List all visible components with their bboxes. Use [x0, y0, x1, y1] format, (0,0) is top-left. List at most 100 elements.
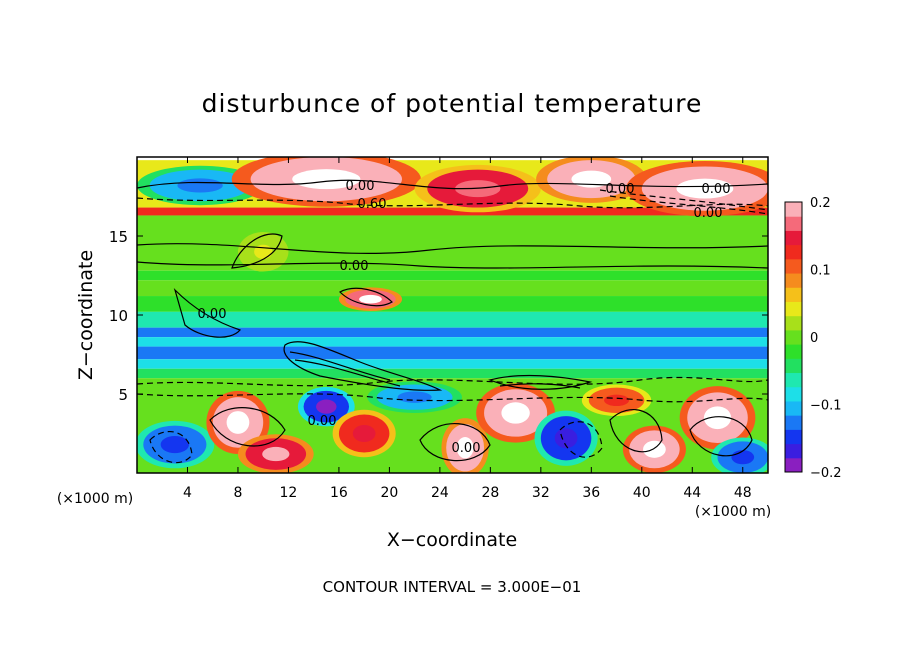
contour-line	[609, 195, 768, 215]
heat-blob-core	[316, 399, 337, 414]
x-tick-label: 40	[633, 485, 651, 501]
x-tick-label: 4	[183, 485, 192, 501]
heat-blob-core	[352, 424, 376, 443]
heat-blob-core	[676, 178, 734, 199]
heat-blob-core	[292, 169, 361, 190]
contour-line	[289, 351, 391, 381]
colorbar-swatch	[785, 230, 802, 246]
blob-layer	[137, 157, 768, 473]
heat-blob-core	[456, 437, 474, 459]
heat-blob-core	[160, 436, 190, 454]
contour-label: 0.00	[198, 307, 227, 322]
contour-line	[599, 189, 768, 211]
contour-line	[339, 287, 393, 307]
contour-line	[283, 341, 443, 391]
colorbar-frame	[784, 201, 803, 473]
heat-blob-core	[731, 450, 755, 465]
heat-blob-core	[703, 406, 732, 430]
contour-line	[488, 374, 593, 390]
colorbar-swatch	[785, 457, 802, 473]
x-tick-label: 16	[330, 485, 348, 501]
heat-band	[137, 270, 768, 281]
heat-band	[137, 215, 768, 271]
contour-line	[689, 416, 753, 457]
x-tick-label: 32	[532, 485, 550, 501]
colorbar-tick-label: −0.2	[810, 466, 842, 481]
heat-band	[137, 368, 768, 379]
colorbar-swatch	[785, 315, 802, 331]
x-axis-label: X−coordinate	[387, 529, 517, 551]
contour-line	[419, 423, 491, 462]
heat-blob-core	[359, 294, 382, 304]
colorbar-swatch	[785, 287, 802, 302]
x-tick-label: 24	[431, 485, 449, 501]
x-tick-label: 48	[734, 485, 752, 501]
colorbar-swatch	[785, 429, 802, 445]
y-tick-label: 5	[118, 386, 128, 404]
colorbar-swatch	[785, 244, 802, 260]
x-tick-label: 28	[481, 485, 499, 501]
contour-labels: 0.00 0.60 0.00 0.00 0.00 0.00 0.00 0.00 0.00	[198, 179, 731, 456]
contour-line	[609, 409, 663, 453]
heat-band	[137, 296, 768, 312]
colorbar-swatch	[785, 400, 802, 416]
colorbar-tick-label: −0.1	[810, 399, 842, 414]
heat-band	[137, 359, 768, 369]
contour-label: 0.00	[308, 414, 337, 429]
colorbar-swatch	[785, 301, 802, 317]
x-tick-label: 20	[380, 485, 398, 501]
colorbar-swatch	[785, 216, 802, 231]
contour-label: 0.00	[606, 182, 635, 197]
x-unit-label-right: (×1000 m)	[695, 504, 771, 520]
heat-blob-core	[571, 170, 612, 188]
contour-layer	[137, 179, 768, 464]
colorbar-tick-label: 0.1	[810, 264, 831, 279]
heat-blob-core	[397, 391, 432, 403]
colorbar-swatch	[785, 372, 802, 388]
colorbar-swatch	[785, 273, 802, 288]
contour-line	[137, 261, 768, 269]
colorbar-swatch	[785, 415, 802, 430]
contour-line	[499, 383, 581, 389]
contour-label: 0.00	[694, 206, 723, 221]
y-tick-label: 10	[109, 307, 128, 325]
colorbar-tick-label: 0	[810, 331, 818, 346]
x-tick-label: 44	[683, 485, 701, 501]
heat-band	[137, 346, 768, 360]
heat-band	[137, 311, 768, 328]
contour-line	[137, 376, 768, 387]
heat-blob-core	[501, 402, 530, 424]
heat-band	[137, 327, 768, 338]
contour-line	[137, 179, 768, 190]
x-unit-label-left: (×1000 m)	[57, 491, 133, 507]
colorbar: 0.2 0.1 0 −0.1 −0.2	[784, 196, 842, 481]
colorbar-swatch	[785, 202, 802, 217]
colorbar-swatch	[785, 358, 802, 374]
x-tick-label: 36	[582, 485, 600, 501]
contour-line	[137, 393, 768, 403]
contour-label: 0.00	[702, 182, 731, 197]
heat-band	[137, 207, 768, 216]
colorbar-swatch	[785, 386, 802, 402]
contour-interval-note: CONTOUR INTERVAL = 3.000E−01	[323, 578, 582, 596]
contour-line	[173, 287, 242, 338]
colorbar-swatch	[785, 329, 802, 345]
y-axis-ticks: 5 10 15	[109, 228, 768, 404]
heat-blob-core	[177, 178, 223, 193]
y-tick-label: 15	[109, 228, 128, 246]
heat-blob-core	[604, 394, 630, 407]
colorbar-tick-label: 0.2	[810, 196, 831, 211]
contour-line	[294, 359, 401, 387]
x-tick-label: 8	[233, 485, 242, 501]
contour-label: 0.00	[340, 259, 369, 274]
y-axis-label: Z−coordinate	[75, 250, 97, 380]
chart-title: disturbunce of potential temperature	[202, 89, 703, 118]
contour-line	[137, 243, 768, 255]
plot-area	[137, 157, 768, 473]
colorbar-swatch	[785, 258, 802, 274]
x-tick-label: 12	[280, 485, 298, 501]
heat-band	[137, 280, 768, 297]
x-axis-ticks: 4 8 12 16 20 24 28 32 36 40 44 48	[183, 157, 752, 501]
